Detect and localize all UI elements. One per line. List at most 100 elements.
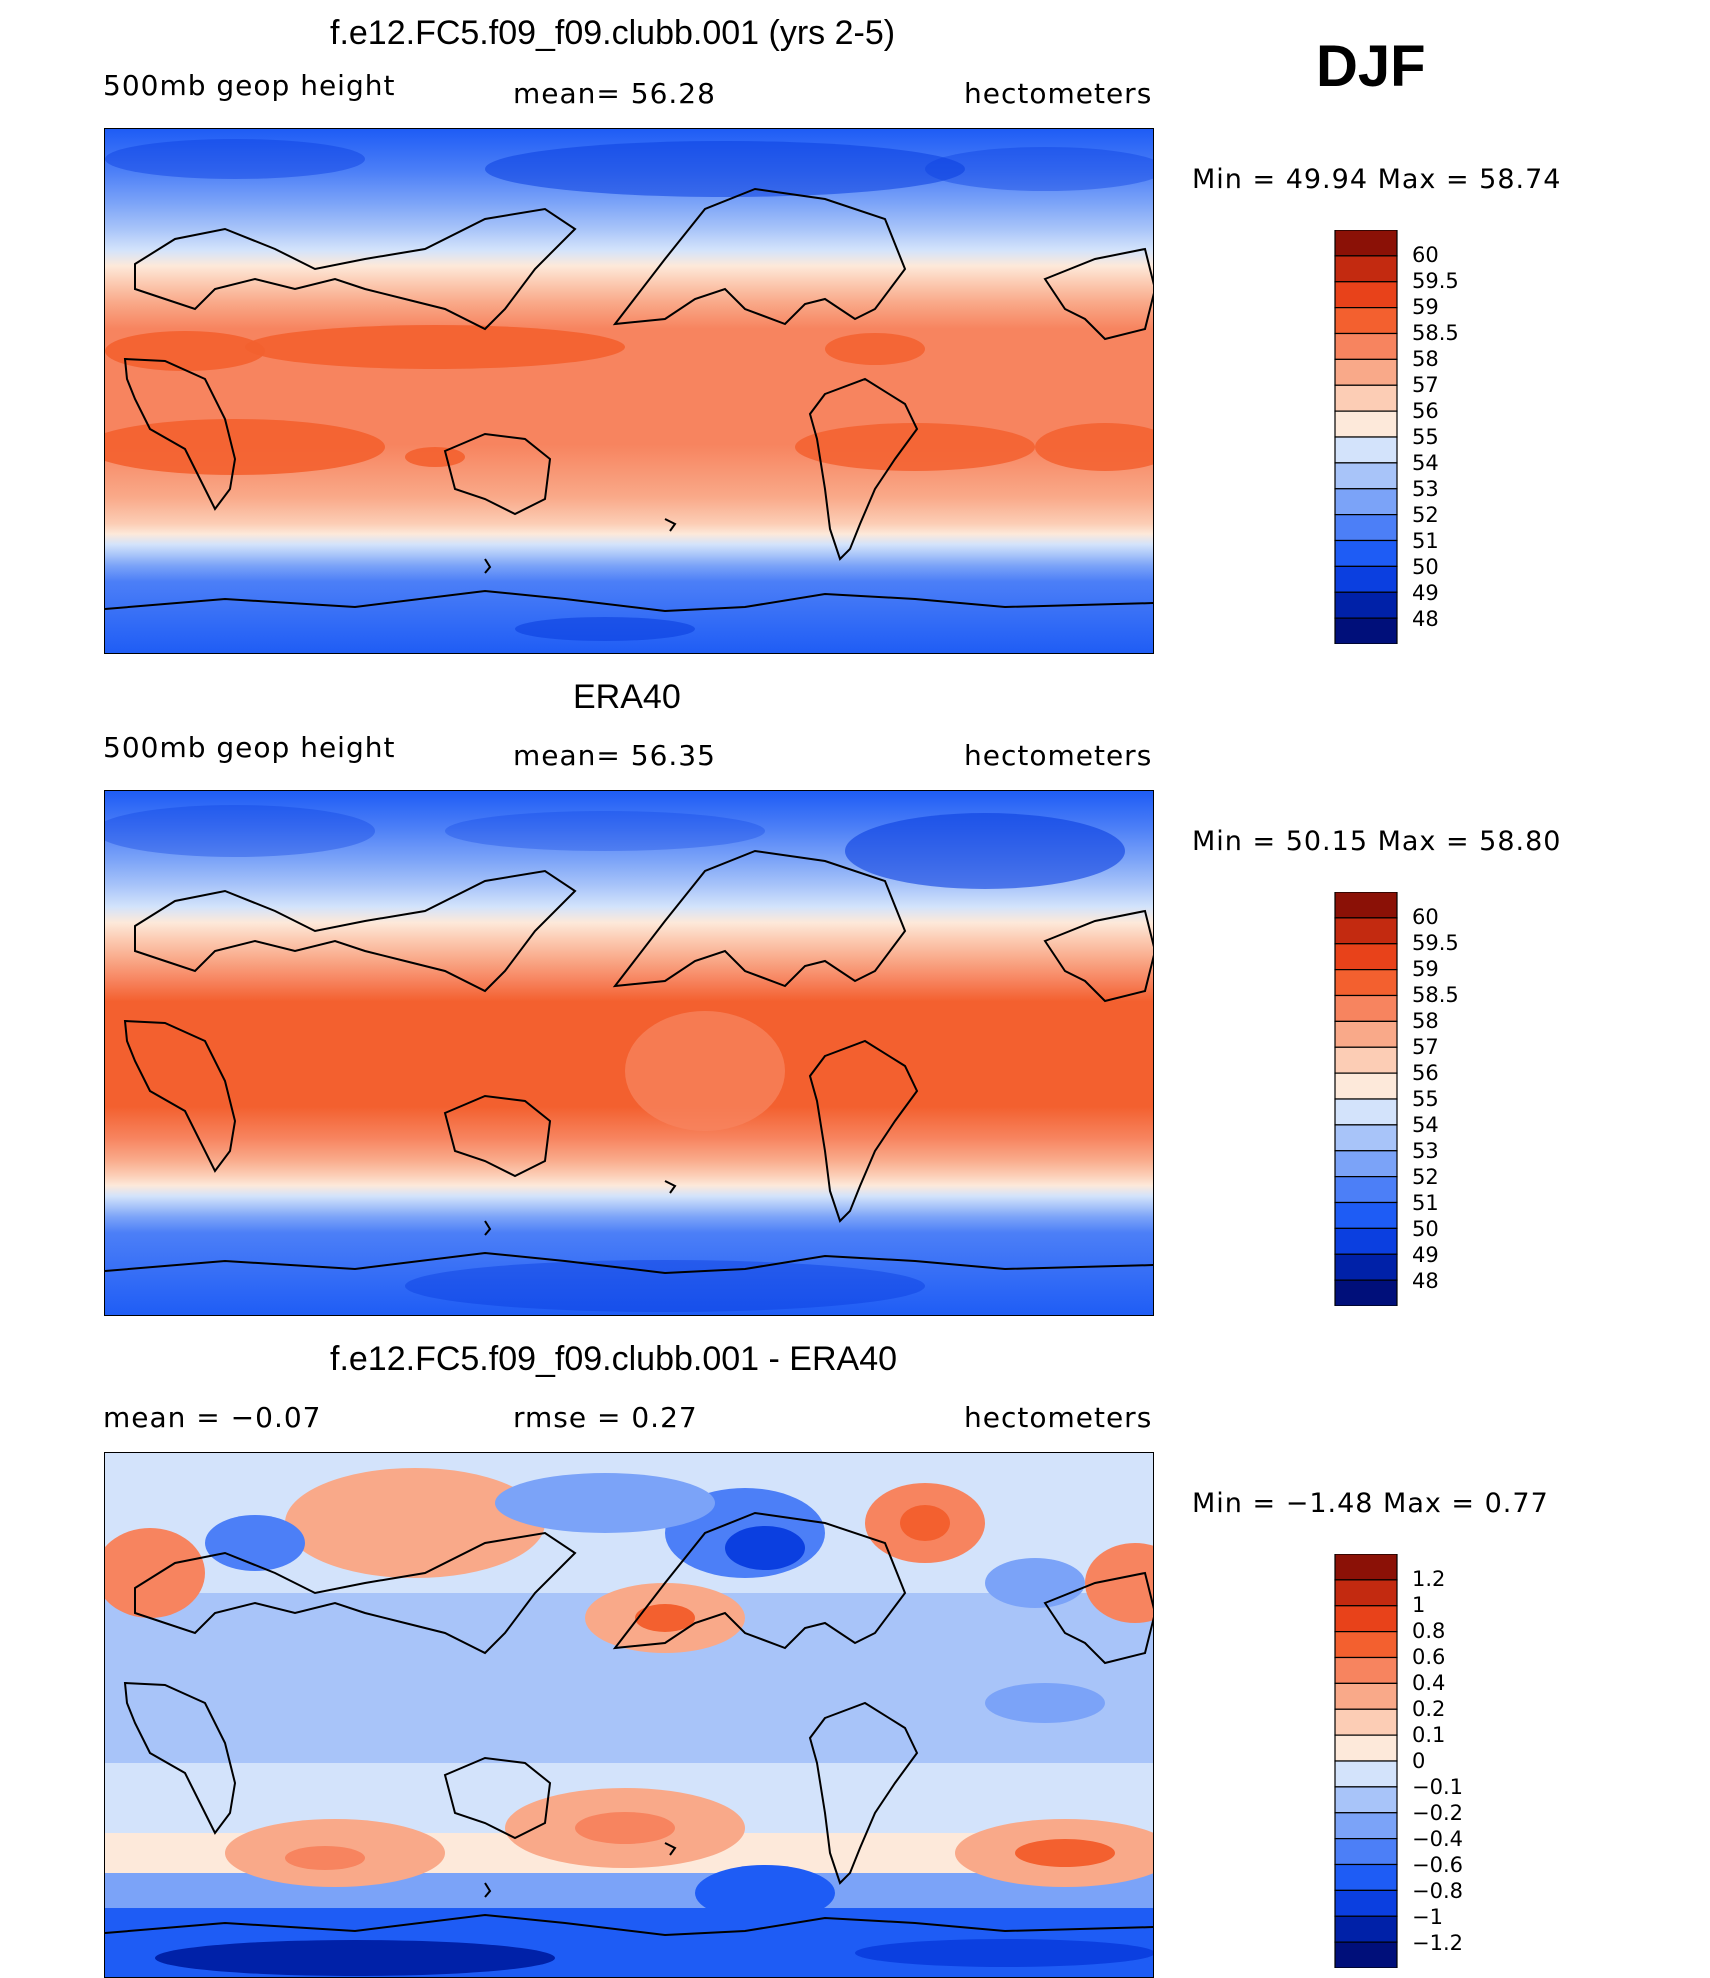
colorbar-box [1334,1708,1398,1736]
cb3-label: 0.1 [1412,1723,1446,1747]
cb3-label: 0.6 [1412,1645,1446,1669]
cb2-label: 53 [1412,1139,1439,1163]
cb1-label: 56 [1412,399,1439,423]
colorbar-box [1334,462,1398,490]
cb1-label: 48 [1412,607,1439,631]
panel-1-minmax: Min = 49.94 Max = 58.74 [1192,164,1562,195]
cb1-label: 54 [1412,451,1439,475]
cb3-label: −0.2 [1412,1801,1463,1825]
colorbar-box [1334,1838,1398,1866]
panel-1-title: f.e12.FC5.f09_f09.clubb.001 (yrs 2-5) [330,14,896,52]
panel-2-colorbar-svg [1334,891,1398,1307]
panel-1-map-svg [105,129,1153,653]
cb2-label: 48 [1412,1269,1439,1293]
cb1-label: 52 [1412,503,1439,527]
colorbar-box [1334,1605,1398,1633]
panel-3-map [104,1452,1154,1978]
colorbar-box [1334,488,1398,516]
colorbar-box [1334,514,1398,542]
panel-3-rmse-label: rmse = 0.27 [513,1401,698,1434]
panel-1-mean-label: mean= 56.28 [513,77,716,110]
colorbar-box [1334,1227,1398,1255]
cb1-label: 59.5 [1412,269,1459,293]
cb3-label: 0.2 [1412,1697,1446,1721]
panel-2-minmax: Min = 50.15 Max = 58.80 [1192,826,1562,857]
colorbar-box [1334,1734,1398,1762]
cb2-label: 58.5 [1412,983,1459,1007]
cb2-label: 56 [1412,1061,1439,1085]
cb1-label: 58 [1412,347,1439,371]
panel-2-map [104,790,1154,1316]
colorbar-box [1334,1631,1398,1659]
colorbar-box [1334,891,1398,919]
colorbar-box [1334,307,1398,335]
cb2-label: 58 [1412,1009,1439,1033]
colorbar-box [1334,1863,1398,1891]
cb1-label: 60 [1412,243,1439,267]
colorbar-box [1334,358,1398,386]
colorbar-box [1334,539,1398,567]
colorbar-box [1334,917,1398,945]
cb3-label: 0.8 [1412,1619,1446,1643]
cb1-label: 49 [1412,581,1439,605]
cb3-label: −0.1 [1412,1775,1463,1799]
panel-3-units-label: hectometers [964,1401,1153,1434]
panel-2-title: ERA40 [573,678,681,716]
colorbar-box [1334,436,1398,464]
cb3-label: −0.4 [1412,1827,1463,1851]
colorbar-box [1334,565,1398,593]
panel-3-map-svg [105,1453,1153,1977]
panel-3-mean-label: mean = −0.07 [103,1401,322,1434]
colorbar-box [1334,1150,1398,1178]
cb2-label: 60 [1412,905,1439,929]
colorbar-box [1334,1098,1398,1126]
colorbar-box [1334,969,1398,997]
cb2-label: 59.5 [1412,931,1459,955]
cb2-label: 52 [1412,1165,1439,1189]
colorbar-box [1334,1656,1398,1684]
cb1-label: 50 [1412,555,1439,579]
panel-2-map-svg [105,791,1153,1315]
panel-3-colorbar [1334,1553,1398,1973]
colorbar-box [1334,1046,1398,1074]
colorbar-box [1334,591,1398,619]
colorbar-box [1334,1553,1398,1581]
colorbar-box [1334,1889,1398,1917]
colorbar-box [1334,943,1398,971]
colorbar-box [1334,1253,1398,1281]
cb2-label: 50 [1412,1217,1439,1241]
colorbar-box [1334,332,1398,360]
colorbar-box [1334,617,1398,645]
colorbar-box [1334,1760,1398,1788]
cb3-label: −0.8 [1412,1879,1463,1903]
cb2-label: 59 [1412,957,1439,981]
colorbar-box [1334,1682,1398,1710]
cb2-label: 55 [1412,1087,1439,1111]
cb1-label: 53 [1412,477,1439,501]
panel-2-units-label: hectometers [964,739,1153,772]
panel-1-variable-label: 500mb geop height [103,69,396,102]
cb1-label: 57 [1412,373,1439,397]
cb3-label: −0.6 [1412,1853,1463,1877]
cb3-label: 0 [1412,1749,1426,1773]
panel-2-variable-label: 500mb geop height [103,731,396,764]
colorbar-box [1334,1579,1398,1607]
colorbar-box [1334,1915,1398,1943]
panel-1-map [104,128,1154,654]
panel-3-minmax: Min = −1.48 Max = 0.77 [1192,1488,1549,1519]
colorbar-box [1334,1020,1398,1048]
colorbar-box [1334,994,1398,1022]
colorbar-box [1334,384,1398,412]
cb2-label: 51 [1412,1191,1439,1215]
colorbar-box [1334,281,1398,309]
cb2-label: 54 [1412,1113,1439,1137]
colorbar-box [1334,1124,1398,1152]
season-label: DJF [1316,34,1426,99]
colorbar-box [1334,255,1398,283]
cb1-label: 58.5 [1412,321,1459,345]
colorbar-box [1334,1279,1398,1307]
panel-2-colorbar [1334,891,1398,1311]
cb3-label: 1 [1412,1593,1426,1617]
colorbar-box [1334,1201,1398,1229]
panel-1-colorbar [1334,229,1398,649]
